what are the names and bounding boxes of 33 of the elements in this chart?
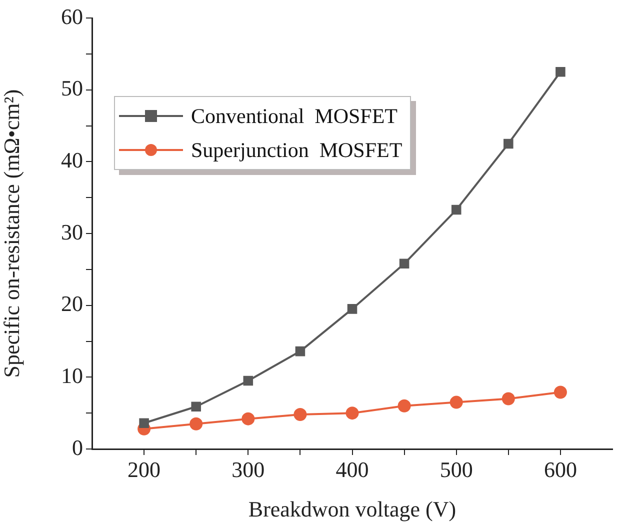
point <box>502 392 515 406</box>
point <box>191 402 201 412</box>
point <box>556 66 566 77</box>
y-axis-title: Specific on-resistance (mΩ•cm²) <box>0 89 24 378</box>
point <box>242 412 255 426</box>
x-tick-label: 400 <box>336 456 369 482</box>
point <box>504 138 514 149</box>
point <box>346 406 359 420</box>
point <box>190 417 203 430</box>
y-tick-label: 40 <box>61 147 83 172</box>
point <box>450 396 463 409</box>
point <box>554 386 567 399</box>
y-tick-label: 30 <box>61 219 83 244</box>
y-tick-label: 0 <box>72 434 83 460</box>
y-tick-label: 50 <box>61 76 83 101</box>
point <box>294 408 307 422</box>
point <box>139 418 149 428</box>
point <box>399 258 410 269</box>
x-tick-label: 300 <box>232 456 265 482</box>
legend-label: Superjunction MOSFET <box>191 137 402 164</box>
legend-label: Conventional MOSFET <box>191 103 398 130</box>
x-tick-label: 600 <box>544 456 577 482</box>
x-tick-label: 500 <box>440 456 473 482</box>
point <box>398 399 411 412</box>
x-tick-label: 200 <box>128 456 161 482</box>
y-tick-label: 20 <box>61 291 83 316</box>
point <box>347 304 358 314</box>
x-axis-title: Breakdwon voltage (V) <box>248 496 456 522</box>
point <box>243 376 254 386</box>
point <box>451 204 462 215</box>
y-tick-label: 10 <box>61 362 83 388</box>
y-tick-label: 60 <box>61 4 83 29</box>
point <box>295 346 306 356</box>
